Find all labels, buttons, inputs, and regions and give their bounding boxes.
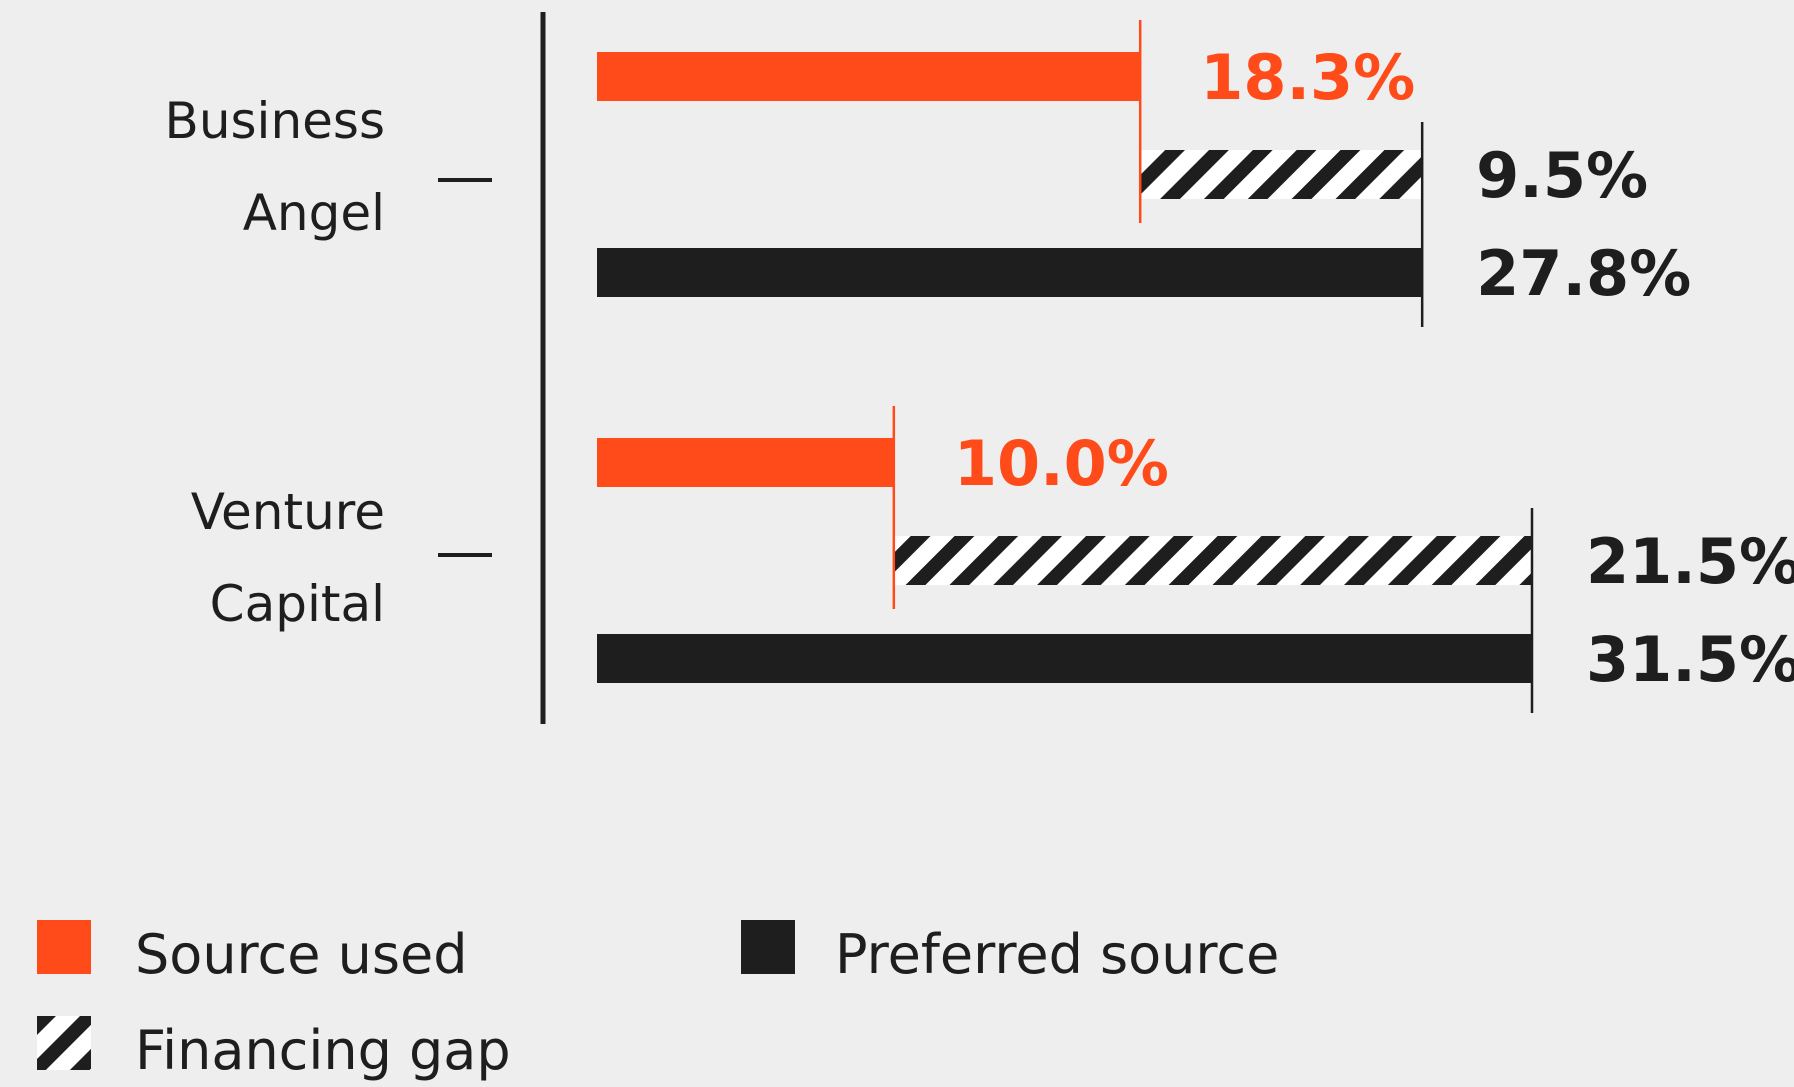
bar-source-used-venture-capital (597, 438, 894, 487)
legend-swatch-source-used (37, 920, 91, 974)
value-label-source-used-business-angel: 18.3% (1200, 41, 1415, 114)
legend-label-source-used: Source used (135, 923, 468, 986)
legend-label-preferred-source: Preferred source (835, 923, 1279, 986)
value-label-financing-gap-venture-capital: 21.5% (1586, 525, 1794, 598)
category-label-venture-capital-line-2: Capital (210, 575, 385, 633)
category-label-business-angel-line-2: Angel (243, 184, 385, 242)
bar-financing-gap-venture-capital (893, 536, 1532, 585)
legend-label-financing-gap: Financing gap (135, 1019, 511, 1082)
value-label-source-used-venture-capital: 10.0% (954, 427, 1169, 500)
bar-preferred-source-business-angel (597, 248, 1423, 297)
category-label-venture-capital-line-1: Venture (191, 483, 385, 541)
category-label-business-angel-line-1: Business (165, 92, 385, 150)
bar-preferred-source-venture-capital (597, 634, 1532, 683)
legend: Source used Preferred source Financing g… (37, 920, 1279, 1082)
legend-swatch-preferred-source (741, 920, 795, 974)
value-label-financing-gap-business-angel: 9.5% (1476, 139, 1648, 212)
bar-source-used-business-angel (597, 52, 1141, 101)
value-label-preferred-source-business-angel: 27.8% (1476, 237, 1691, 310)
value-label-preferred-source-venture-capital: 31.5% (1586, 623, 1794, 696)
bar-financing-gap-business-angel (1140, 150, 1423, 199)
legend-swatch-financing-gap (37, 1016, 91, 1070)
